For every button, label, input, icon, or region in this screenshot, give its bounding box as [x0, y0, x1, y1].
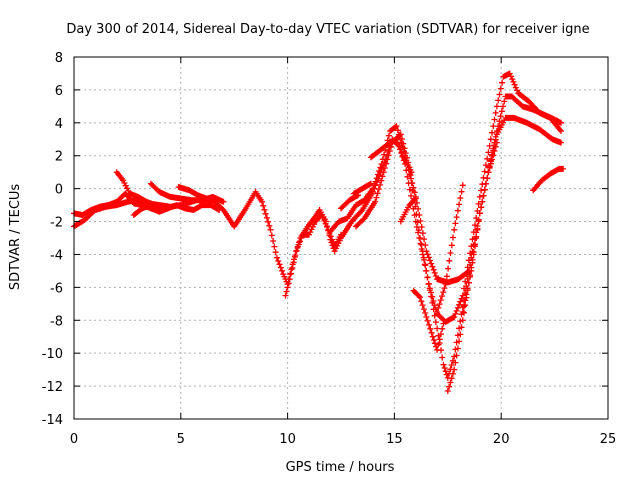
- data-arc-arc-15.4-17h: [397, 195, 419, 225]
- data-point-markers: [434, 182, 466, 315]
- y-tick-label: -6: [50, 281, 63, 296]
- x-tick-label: 20: [493, 432, 510, 447]
- data-arc-arc-4.9-6h: [175, 184, 210, 202]
- y-tick-label: 0: [55, 183, 63, 198]
- data-arc-arc-21.5-23h: [530, 165, 567, 194]
- data-point-markers: [282, 212, 344, 299]
- y-tick-label: -10: [42, 347, 63, 362]
- data-point-markers: [367, 136, 415, 176]
- data-point-markers: [459, 139, 500, 315]
- data-point-markers: [175, 184, 210, 202]
- y-tick-label: -14: [42, 413, 63, 428]
- x-tick-label: 0: [70, 432, 78, 447]
- plot-frame: [73, 56, 609, 420]
- data-point-markers: [410, 287, 447, 353]
- data-point-markers: [130, 202, 163, 218]
- x-tick-label: 10: [279, 432, 296, 447]
- y-tick-label: -2: [50, 216, 63, 231]
- y-axis-label: SDTVAR / TECUs: [8, 184, 23, 291]
- y-tick-label: 6: [55, 84, 63, 99]
- data-point-markers: [350, 180, 374, 197]
- data-point-markers: [353, 70, 564, 325]
- x-axis: 0 5 10 15 20 25: [70, 57, 616, 447]
- grid-lines: [74, 57, 608, 419]
- data-arc-arc-14-16h: [367, 136, 415, 176]
- data-point-markers: [530, 165, 567, 194]
- data-arc-arc-2.8-4h: [130, 202, 163, 218]
- x-axis-label: GPS time / hours: [286, 460, 395, 475]
- y-tick-label: 4: [55, 117, 63, 132]
- data-arc-arc-17.3-19h: [434, 182, 466, 315]
- chart-title: Day 300 of 2014, Sidereal Day-to-day VTE…: [66, 22, 589, 37]
- data-arc-arc-13-16h: [350, 180, 374, 197]
- data-arc-arc-16-18h: [410, 287, 447, 353]
- data-point-markers: [338, 192, 362, 212]
- data-arc-arc-18.5-19.8h: [459, 139, 500, 315]
- y-tick-label: -8: [50, 314, 63, 329]
- data-arc-arc-12.5-14h: [338, 192, 362, 212]
- y-tick-label: 2: [55, 150, 63, 165]
- y-tick-label: -4: [50, 248, 63, 263]
- y-tick-label: 8: [55, 51, 63, 66]
- data-arc-arc-13.2-16h: [353, 70, 564, 325]
- y-tick-label: -12: [42, 380, 63, 395]
- x-tick-label: 25: [600, 432, 617, 447]
- x-tick-label: 15: [386, 432, 403, 447]
- y-axis: -14 -12 -10 -8 -6 -4 -2 0 2 4 6 8: [42, 51, 608, 428]
- x-tick-label: 5: [177, 432, 185, 447]
- data-arc-arc-10-12h: [282, 212, 344, 299]
- data-point-markers: [397, 195, 419, 225]
